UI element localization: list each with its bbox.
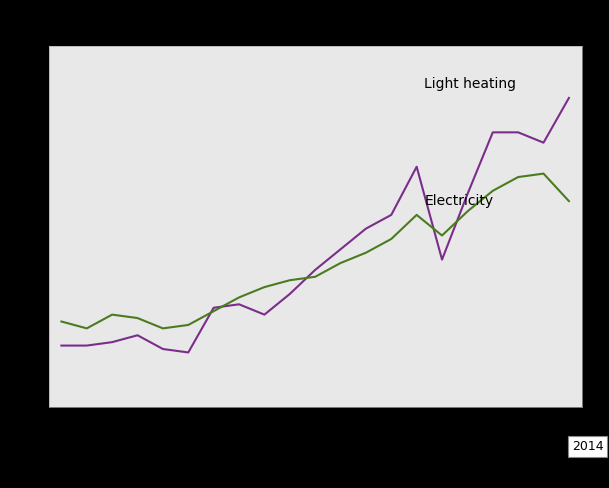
Text: Electricity: Electricity xyxy=(424,194,493,208)
Text: Light heating: Light heating xyxy=(424,77,516,91)
Text: 2014: 2014 xyxy=(572,440,604,453)
